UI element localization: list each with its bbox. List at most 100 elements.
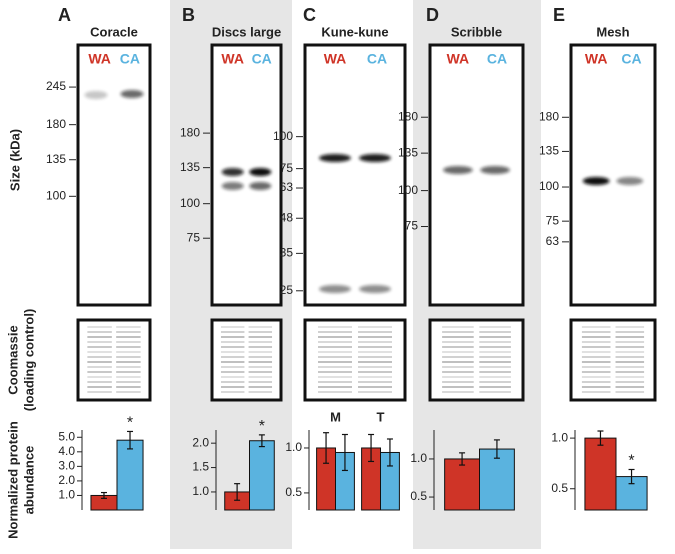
gel-stripe [442,361,474,363]
protein-band [480,166,510,174]
lane-label: WA [221,51,244,67]
gel-stripe [87,351,112,353]
gel-stripe [615,351,645,353]
gel-stripe [116,361,141,363]
gel-stripe [87,386,112,388]
gel-stripe [442,381,474,383]
gel-stripe [116,391,141,393]
gel-stripe [87,331,112,333]
gel-stripe [581,326,611,328]
y-tick-label: 1.5 [192,460,209,474]
gel-stripe [116,331,141,333]
gel-stripe [442,341,474,343]
gel-stripe [581,361,611,363]
gel-stripe [581,356,611,358]
protein-band [120,90,144,98]
size-label: 135 [539,144,559,158]
gel-stripe [248,386,273,388]
gel-stripe [581,366,611,368]
gel-stripe [116,351,141,353]
gel-stripe [358,356,392,358]
gel-stripe [87,336,112,338]
gel-stripe [358,331,392,333]
gel-stripe [479,386,511,388]
gel-stripe [479,381,511,383]
significance: * [259,418,265,435]
gel-stripe [248,346,273,348]
size-label: 180 [46,117,66,131]
blot-title: Kune-kune [321,24,388,39]
gel-stripe [116,376,141,378]
blot-title: Coracle [90,24,138,39]
gel-stripe [442,326,474,328]
gel-stripe [248,336,273,338]
gel-stripe [318,341,352,343]
gel-stripe [358,381,392,383]
gel-stripe [87,381,112,383]
gel-stripe [615,341,645,343]
significance: * [127,415,133,432]
gel-stripe [116,326,141,328]
y-tick-label: 5.0 [58,429,75,443]
gel-stripe [581,336,611,338]
gel-stripe [220,336,245,338]
gel-stripe [318,371,352,373]
gel-stripe [442,376,474,378]
gel-stripe [318,351,352,353]
panel-letter: E [553,5,565,25]
size-label: 100 [180,196,200,210]
gel-stripe [248,391,273,393]
panel-letter: B [182,5,195,25]
gel-stripe [615,371,645,373]
gel-stripe [442,356,474,358]
abundance-label: abundance [21,446,36,515]
gel-stripe [442,386,474,388]
gel-stripe [87,356,112,358]
gel-stripe [318,346,352,348]
blot-title: Scribble [451,24,502,39]
gel-stripe [220,366,245,368]
lane-label: WA [585,51,608,67]
gel-stripe [479,346,511,348]
y-tick-label: 1.0 [192,484,209,498]
y-tick-label: 0.5 [285,485,302,499]
size-label: 180 [539,109,559,123]
gel-stripe [318,366,352,368]
size-label: 75 [187,230,201,244]
protein-band [84,91,108,99]
size-label: 75 [546,213,560,227]
lane-label: WA [324,51,347,67]
gel-stripe [318,386,352,388]
gel-stripe [615,326,645,328]
y-tick-label: 1.0 [551,430,568,444]
gel-stripe [358,341,392,343]
gel-stripe [318,326,352,328]
category-label: M [330,409,341,424]
gel-stripe [116,346,141,348]
gel-stripe [479,361,511,363]
gel-stripe [248,326,273,328]
y-tick-label: 0.5 [410,489,427,503]
y-tick-label: 2.0 [192,435,209,449]
gel-stripe [358,326,392,328]
gel-stripe [220,351,245,353]
gel-stripe [358,346,392,348]
gel-stripe [479,366,511,368]
gel-stripe [581,376,611,378]
gel-stripe [116,371,141,373]
gel-stripe [248,376,273,378]
size-label: 75 [405,219,419,233]
blot [303,43,407,307]
gel-stripe [318,361,352,363]
gel-stripe [116,356,141,358]
gel-stripe [615,376,645,378]
lane-label: CA [120,51,140,67]
gel-stripe [442,391,474,393]
size-label: 100 [46,188,66,202]
gel-stripe [116,341,141,343]
gel-stripe [87,326,112,328]
protein-band [221,168,244,176]
bar [116,439,144,511]
gel-stripe [615,361,645,363]
